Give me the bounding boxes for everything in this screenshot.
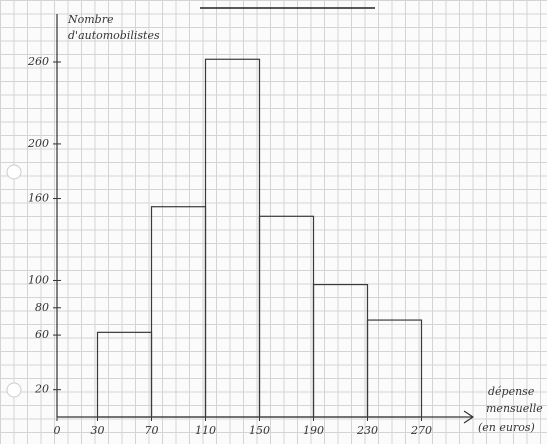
binder-hole xyxy=(6,164,22,180)
x-tick-label: 190 xyxy=(303,424,324,437)
x-axis-label: mensuelle xyxy=(486,402,543,415)
x-axis-label: dépense xyxy=(488,385,535,398)
x-tick-label: 150 xyxy=(249,424,270,437)
x-tick-label: 0 xyxy=(54,424,61,437)
y-tick-label: 200 xyxy=(27,137,49,150)
histogram-bar xyxy=(366,319,423,418)
histogram-bar xyxy=(150,206,207,418)
y-tick-label: 60 xyxy=(35,328,49,341)
x-tick-label: 230 xyxy=(356,424,378,437)
x-tick-label: 30 xyxy=(91,424,105,437)
x-tick-label: 270 xyxy=(410,424,432,437)
x-axis-label: (en euros) xyxy=(478,421,535,434)
histogram-bar xyxy=(258,215,315,418)
binder-hole xyxy=(6,382,22,398)
y-tick-label: 80 xyxy=(35,301,49,314)
histogram-bar xyxy=(312,283,369,418)
y-tick-label: 100 xyxy=(28,273,49,286)
y-tick-label: 160 xyxy=(28,192,49,205)
y-axis-label: d'automobilistes xyxy=(68,29,160,42)
x-tick-label: 70 xyxy=(145,424,159,437)
histogram-bar xyxy=(204,58,261,418)
y-tick-label: 20 xyxy=(34,383,49,396)
axis-arrow xyxy=(463,410,475,424)
histogram-bar xyxy=(96,331,153,418)
y-axis-label: Nombre xyxy=(67,13,114,26)
x-tick-label: 110 xyxy=(195,424,216,437)
y-tick-label: 260 xyxy=(27,55,49,68)
